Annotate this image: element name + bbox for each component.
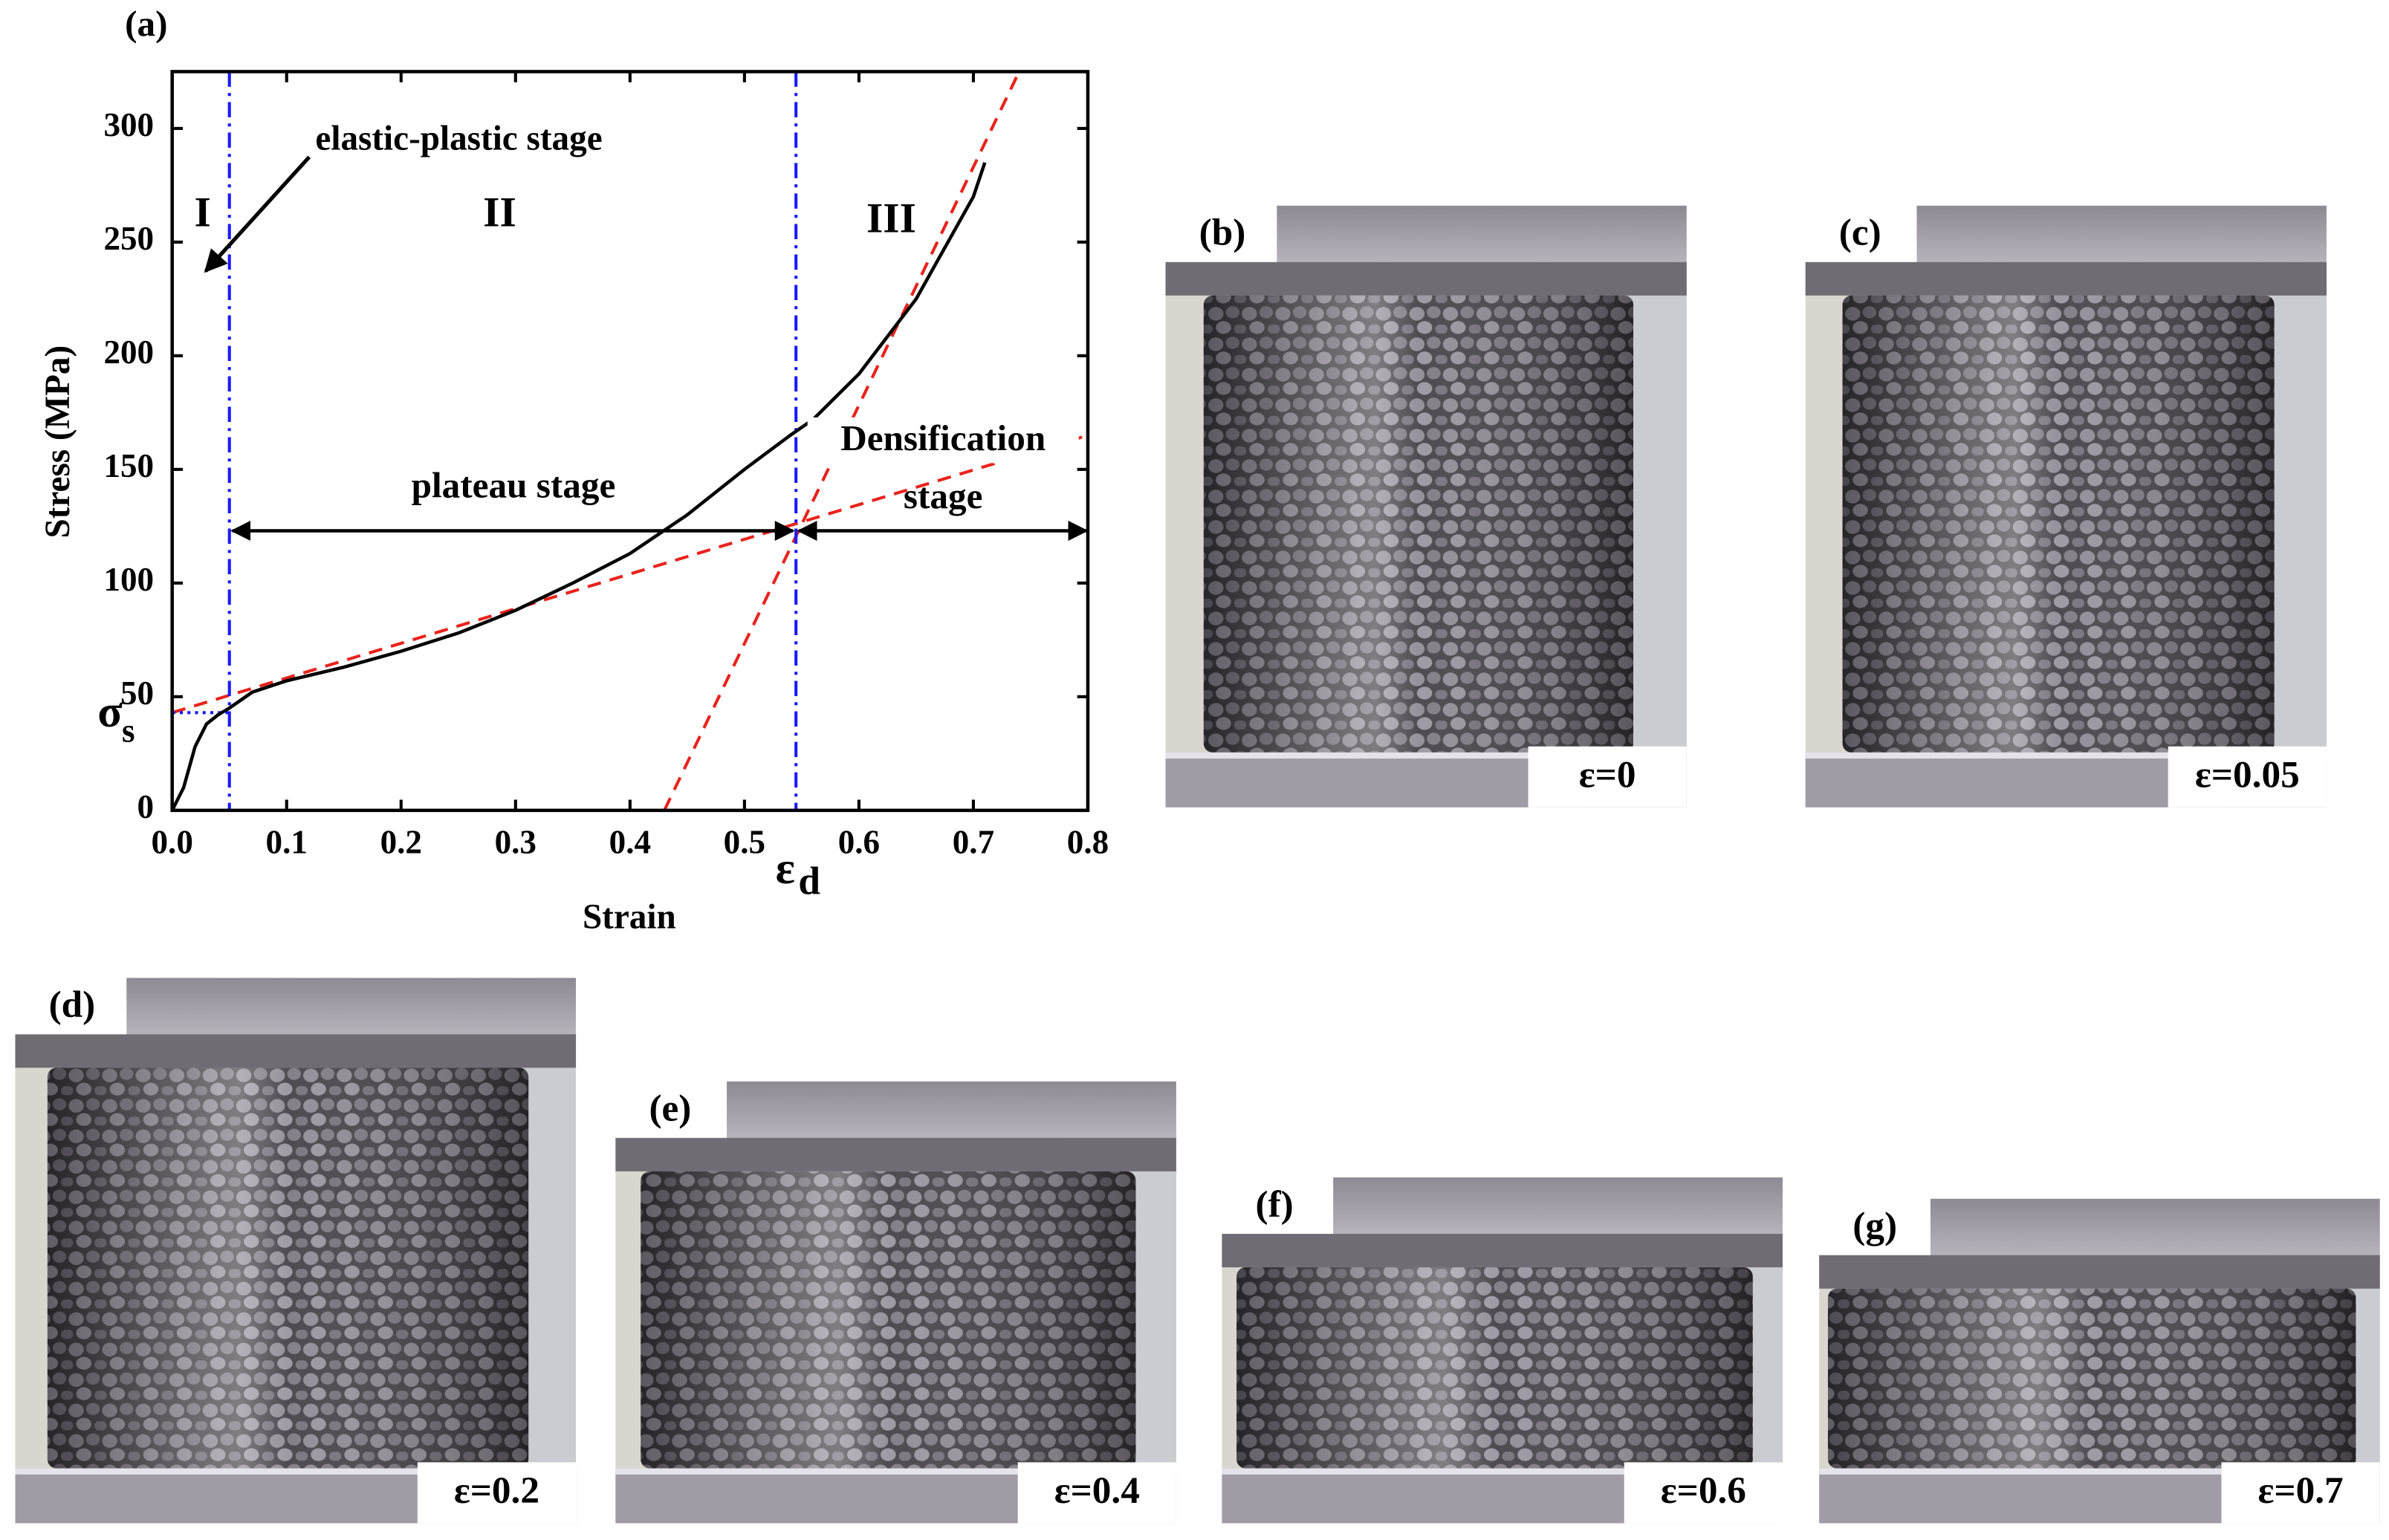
strain-label-bg [2168, 746, 2327, 808]
x-axis-label: Strain [583, 897, 676, 936]
strain-label-bg [2221, 1462, 2380, 1524]
photo-panel: (c) ε=0.05 [1805, 205, 2327, 808]
strain-label: ε=0.2 [454, 1469, 539, 1512]
annotation-bg [807, 417, 1079, 464]
photo-panel: (e) ε=0.4 [615, 1081, 1176, 1524]
annotation: plateau stage [412, 465, 616, 506]
y-tick-label: 300 [103, 106, 154, 143]
y-tick-label: 50 [120, 675, 154, 712]
y-tick-label: 200 [103, 334, 154, 371]
strain-label-bg [1624, 1462, 1783, 1524]
photo-plate-top [126, 978, 577, 1039]
photo-panel: (b) ε=0 [1165, 205, 1687, 808]
x-tick-label: 0.8 [1067, 823, 1109, 860]
y-tick-label: 100 [103, 561, 154, 598]
photo-lower-edge [1805, 752, 2327, 759]
panel-label-bg [1819, 1198, 1931, 1255]
panel-label-bg [1222, 1177, 1334, 1234]
photo-panel: (d) ε=0.2 [15, 978, 577, 1524]
photo-plate-top [1277, 205, 1687, 267]
strain-label: ε=0.05 [2195, 754, 2300, 796]
strain-label: ε=0.4 [1054, 1469, 1140, 1512]
stress-strain-curve [172, 162, 987, 810]
chart-title: (a) [125, 3, 167, 44]
photo-lower-edge [1819, 1468, 2380, 1475]
x-tick-label: 0.3 [495, 823, 537, 860]
photo-panel: (f) ε=0.6 [1222, 1177, 1783, 1524]
x-tick-label: 0.7 [953, 823, 994, 860]
panel-label: (d) [49, 984, 96, 1026]
strain-label-bg [1017, 1462, 1176, 1524]
panel-label: (b) [1199, 212, 1246, 254]
strain-label: ε=0 [1579, 754, 1636, 796]
panel-label-bg [1805, 205, 1917, 262]
photo-sample-shine [1203, 295, 1634, 753]
photo-plate-top [1333, 1177, 1783, 1238]
stage-label: III [866, 195, 916, 242]
panel-label-bg [15, 978, 127, 1035]
photo-upper-platen [1819, 1255, 2380, 1289]
panel-label: (c) [1839, 212, 1881, 254]
photo-plate-top [1916, 205, 2327, 267]
photo-sample-shine [1827, 1288, 2356, 1469]
plot-area [172, 71, 1088, 810]
y-tick-label: 250 [103, 220, 154, 257]
photo-lower-edge [1165, 752, 1687, 759]
strain-label: ε=0.7 [2257, 1469, 2343, 1512]
photo-sample-shine [1842, 295, 2275, 753]
photo-upper-platen [1222, 1233, 1783, 1267]
photo-sample-shine [641, 1171, 1136, 1469]
photo-upper-platen [15, 1034, 577, 1068]
strain-label-bg [417, 1462, 577, 1524]
photo-plate-top [727, 1081, 1176, 1143]
photo-upper-platen [615, 1137, 1176, 1172]
photo-lower-edge [15, 1468, 577, 1475]
plot-frame [170, 70, 1090, 813]
annotation: Densification [840, 418, 1046, 458]
panel-label-bg [1165, 205, 1277, 262]
x-tick-label: 0.2 [380, 823, 422, 860]
photo-panel: (g) ε=0.7 [1819, 1198, 2380, 1524]
x-tick-label: 0.4 [609, 823, 651, 860]
x-tick-label: 0.0 [152, 823, 193, 860]
stage-label: I [195, 189, 211, 235]
panel-label: (f) [1256, 1183, 1294, 1226]
y-axis-label: Stress (MPa) [39, 345, 77, 539]
x-tick-label: 0.5 [724, 823, 765, 860]
photo-plate-top [1930, 1198, 2380, 1260]
annotation: elastic-plastic stage [315, 120, 602, 158]
annotation: stage [904, 475, 983, 516]
panel-label-bg [615, 1081, 727, 1138]
y-tick-label: 0 [137, 788, 155, 825]
annotation-arrow [204, 155, 311, 273]
annotation: σ [97, 686, 123, 737]
photo-upper-platen [1165, 261, 1687, 296]
panel-label: (g) [1852, 1204, 1897, 1247]
annotation: d [798, 860, 820, 903]
annotation: ε [776, 843, 795, 894]
photo-lower-edge [1222, 1468, 1783, 1475]
photo-sample-shine [1236, 1267, 1753, 1469]
panel-label: (e) [649, 1088, 691, 1130]
strain-label-bg [1528, 746, 1687, 808]
x-tick-label: 0.1 [266, 823, 308, 860]
strain-label: ε=0.6 [1661, 1469, 1746, 1512]
photo-upper-platen [1805, 261, 2327, 296]
y-tick-label: 150 [103, 447, 154, 484]
photo-lower-edge [615, 1468, 1176, 1475]
annotation: s [122, 712, 135, 750]
photo-sample-shine [47, 1068, 529, 1469]
x-tick-label: 0.6 [838, 823, 880, 860]
stage-label: II [483, 189, 516, 235]
